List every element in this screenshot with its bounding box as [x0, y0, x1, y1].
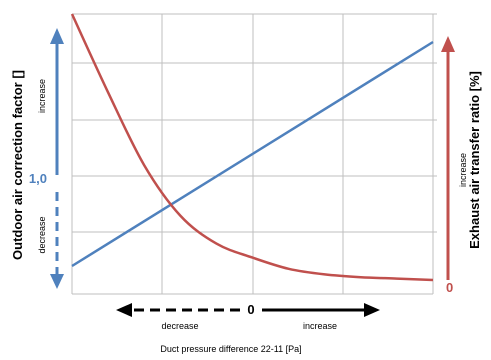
- series-layer: [70, 13, 434, 282]
- right-zero-label: 0: [446, 280, 453, 295]
- x-increase-label: increase: [303, 321, 337, 331]
- left-decrease-label: decrease: [37, 216, 47, 253]
- left-axis-title: Outdoor air correction factor []: [10, 70, 25, 260]
- x-increase-arrowhead: [364, 303, 380, 317]
- right-increase-label: increase: [458, 153, 468, 187]
- left-increase-arrowhead: [50, 28, 64, 44]
- x-zero-label: 0: [247, 302, 254, 317]
- outdoor-air-correction-factor-line: [71, 40, 434, 268]
- x-decrease-label: decrease: [161, 321, 198, 331]
- left-increase-label: increase: [37, 79, 47, 113]
- x-decrease-arrowhead: [116, 303, 132, 317]
- exhaust-air-transfer-ratio-line: [70, 13, 434, 282]
- grid: [71, 13, 437, 295]
- left-decrease-arrowhead: [50, 274, 64, 289]
- left-value-label: 1,0: [29, 171, 47, 186]
- x-axis-title: Duct pressure difference 22-11 [Pa]: [160, 344, 301, 354]
- right-axis-title: Exhaust air transfer ratio [%]: [467, 71, 482, 249]
- right-increase-arrowhead: [441, 36, 455, 52]
